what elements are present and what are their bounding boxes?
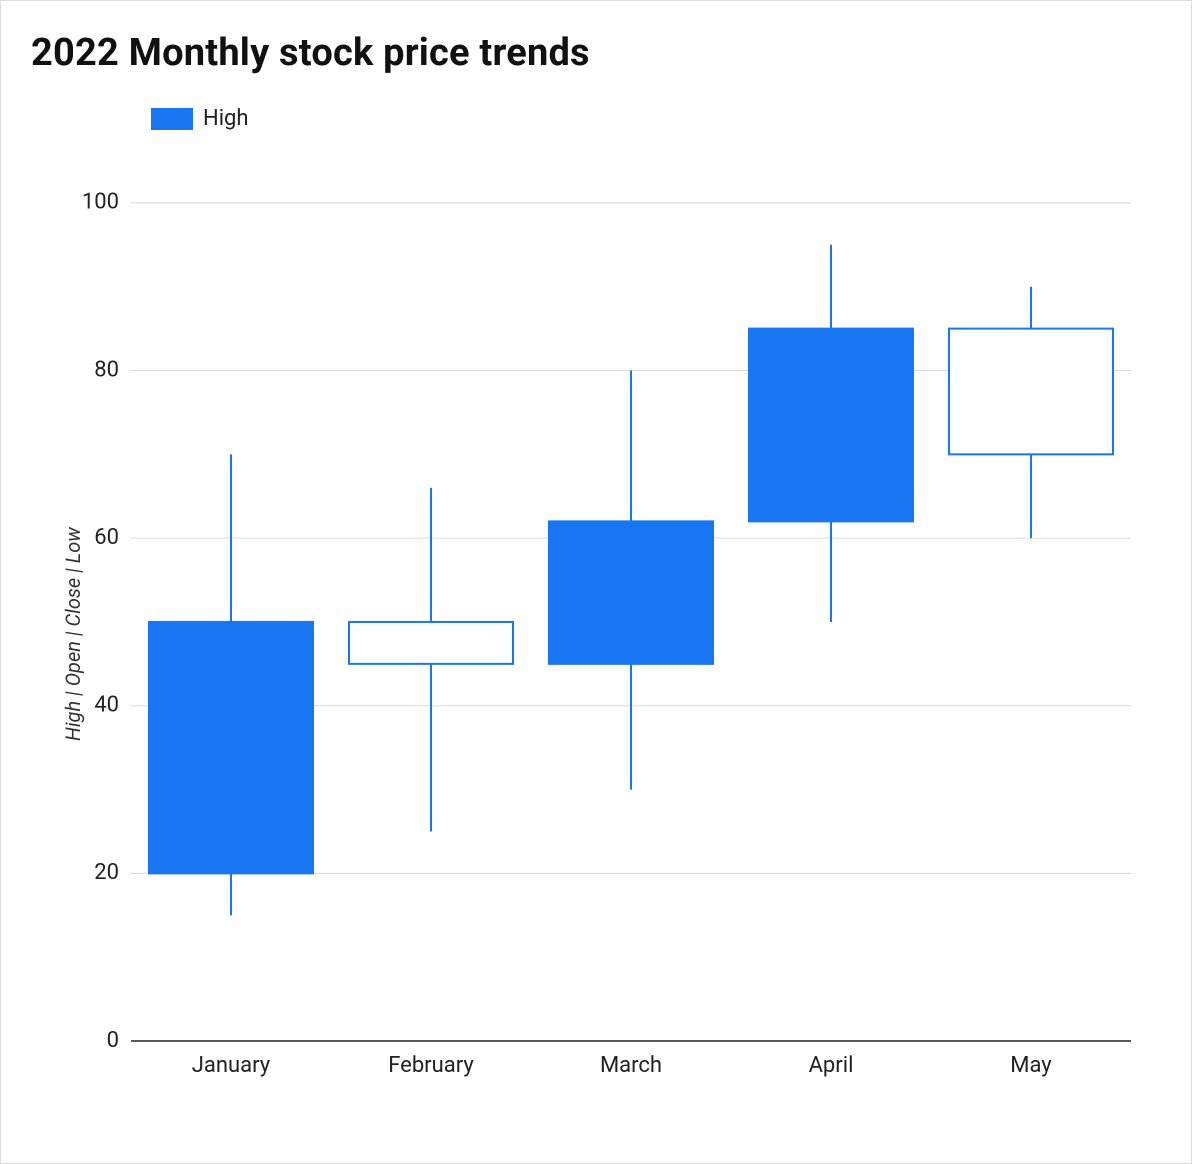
x-tick-label: March — [600, 1053, 662, 1078]
candlestick-chart: 0 20 40 60 80 100 January February March April May — [61, 101, 1151, 1101]
candle-body — [749, 329, 913, 522]
candle-body — [149, 622, 313, 873]
candle-body — [949, 329, 1113, 455]
y-tick-label: 40 — [94, 693, 119, 718]
y-tick-label: 100 — [82, 190, 119, 215]
x-tick-label: April — [809, 1053, 854, 1078]
x-tick-label: February — [388, 1053, 474, 1078]
candle-body — [349, 622, 513, 664]
x-tick-label: May — [1010, 1053, 1052, 1078]
chart-frame: 2022 Monthly stock price trends High Hig… — [0, 0, 1192, 1164]
y-tick-label: 60 — [94, 525, 119, 550]
candle-body — [549, 521, 713, 663]
y-axis-label: High | Open | Close | Low — [61, 527, 85, 741]
y-tick-label: 80 — [94, 357, 119, 382]
y-tick-label: 20 — [94, 860, 119, 885]
chart-title: 2022 Monthly stock price trends — [31, 31, 1163, 75]
chart-area: High | Open | Close | Low 0 20 40 60 80 100 Ja… — [61, 101, 1161, 1123]
x-tick-label: January — [192, 1053, 271, 1078]
y-tick-label: 0 — [107, 1028, 119, 1053]
